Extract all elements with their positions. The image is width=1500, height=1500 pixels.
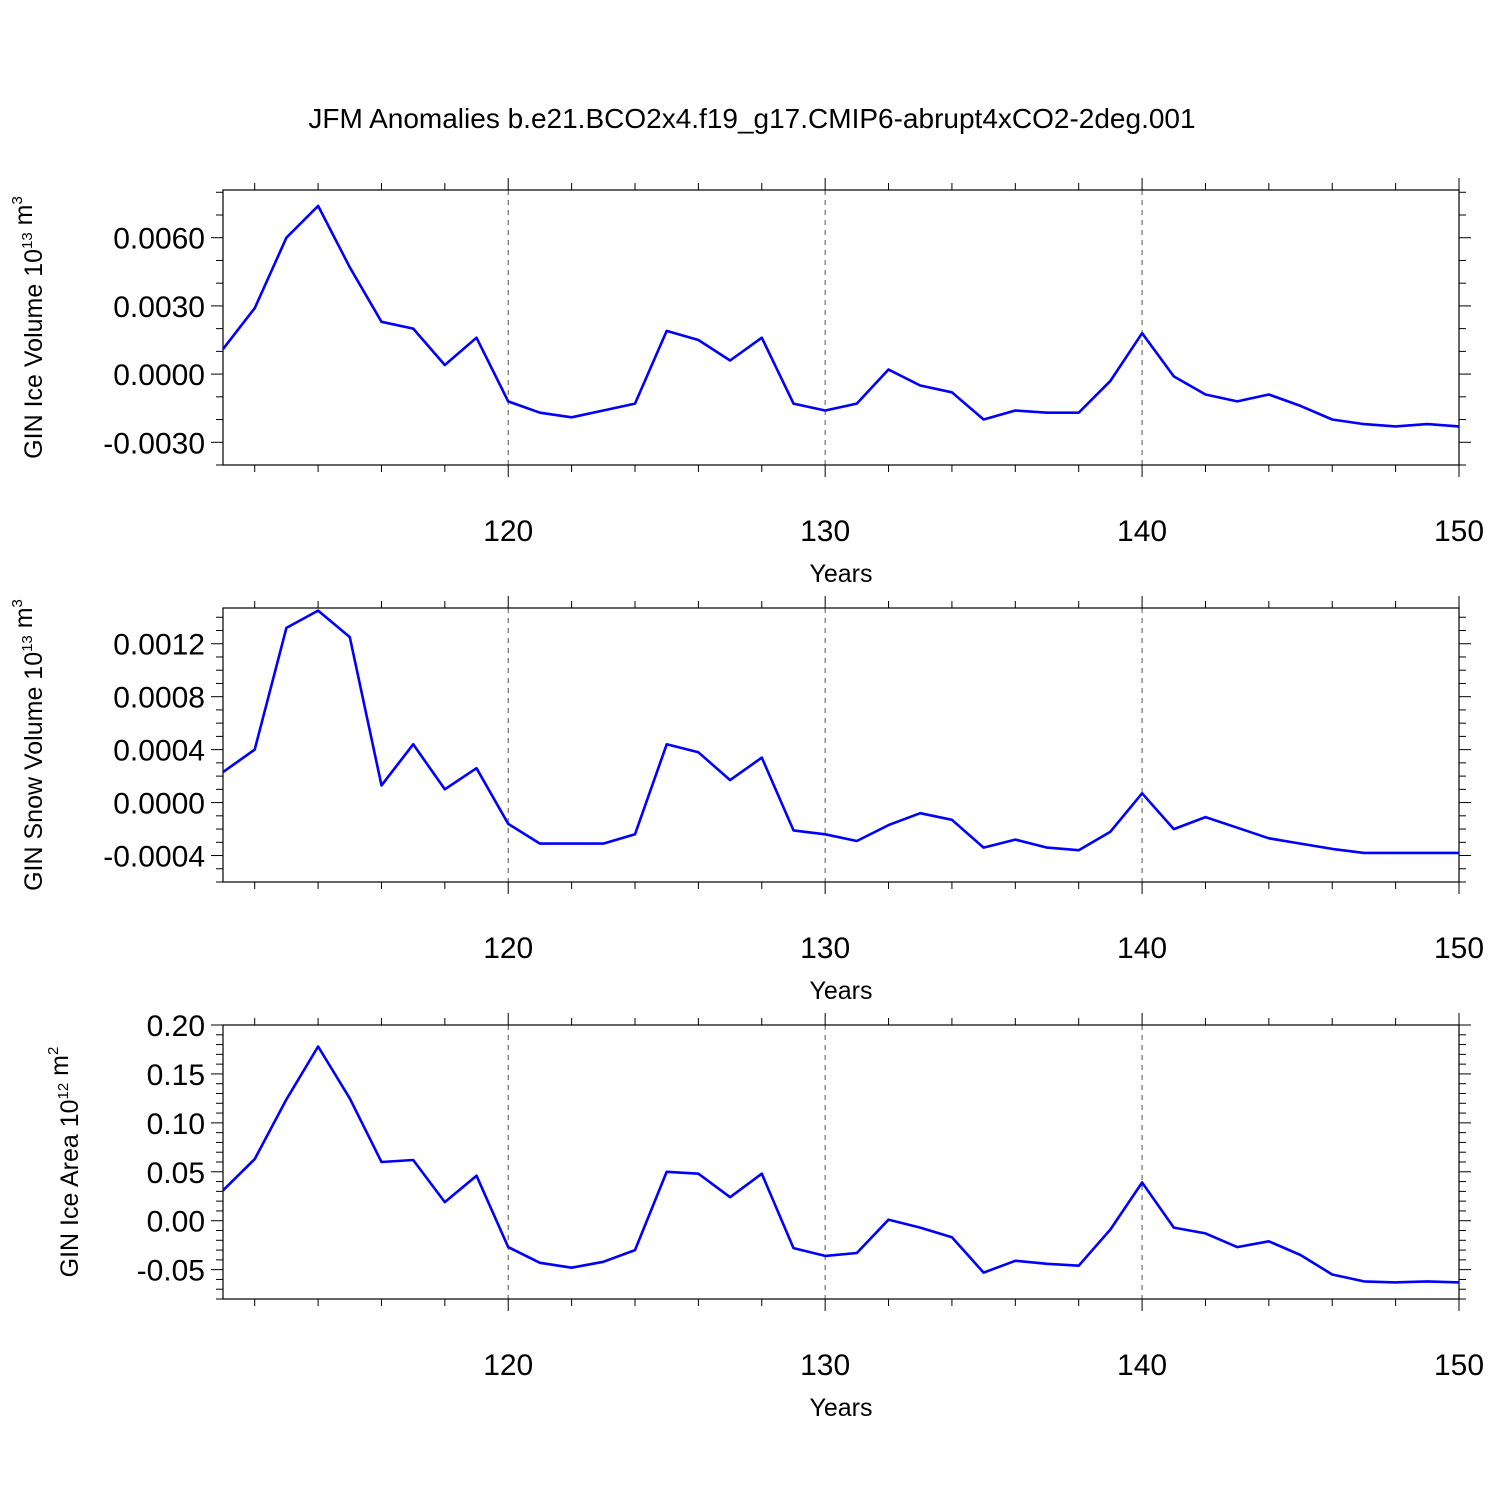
- y-tick-label: 0.0030: [113, 291, 205, 324]
- x-tick-label-140: 140: [1117, 932, 1167, 965]
- panel-ice-volume: 120 130 140 150 Years -0.0030 0.0000 0.0030 0.00…: [9, 178, 1484, 588]
- x-tick-label-120: 120: [483, 515, 533, 548]
- x-tick-label-150: 150: [1434, 932, 1484, 965]
- x-axis-title: Years: [809, 560, 872, 588]
- x-axis-title: Years: [809, 977, 872, 1005]
- y-tick-label: 0.05: [147, 1157, 205, 1190]
- plot-frame: [222, 189, 1460, 466]
- x-axis-title: Years: [809, 1394, 872, 1422]
- plot-frame: [222, 1024, 1460, 1300]
- x-tick-label-120: 120: [483, 932, 533, 965]
- series-line: [222, 609, 1459, 855]
- y-axis-title: GIN Ice Area 1012 m2: [45, 1047, 84, 1278]
- y-tick-label: -0.0030: [103, 427, 205, 460]
- y-tick-label: 0.0008: [113, 682, 205, 715]
- y-tick-label: -0.05: [137, 1255, 205, 1288]
- y-tick-label: 0.0000: [113, 788, 205, 821]
- y-tick-label: 0.10: [147, 1108, 205, 1141]
- x-tick-label-130: 130: [800, 932, 850, 965]
- x-tick-label-130: 130: [800, 1349, 850, 1382]
- series-line: [221, 204, 1460, 428]
- figure-title: JFM Anomalies b.e21.BCO2x4.f19_g17.CMIP6…: [308, 103, 1195, 134]
- y-axis-title: GIN Snow Volume 1013 m3: [9, 599, 48, 891]
- y-tick-label: 0.0060: [113, 223, 205, 256]
- panel-snow-volume: 120 130 140 150 Years -0.0004 0.0000 0.0004 0.00…: [9, 596, 1484, 1005]
- x-tick-label-150: 150: [1434, 1349, 1484, 1382]
- x-tick-label-140: 140: [1117, 1349, 1167, 1382]
- y-tick-label: 0.20: [147, 1010, 205, 1043]
- y-tick-label: 0.0000: [113, 359, 205, 392]
- x-tick-label-140: 140: [1117, 515, 1167, 548]
- panel-ice-area: 120 130 140 150 Years -0.05 0.00 0.05 0.10 0.15 0.…: [45, 1010, 1484, 1422]
- y-tick-label: 0.15: [147, 1059, 205, 1092]
- series-line: [222, 1045, 1460, 1284]
- x-tick-label-120: 120: [483, 1349, 533, 1382]
- y-tick-label: -0.0004: [103, 841, 205, 874]
- plot-frame: [222, 607, 1460, 883]
- y-tick-label: 0.0012: [113, 629, 205, 662]
- x-tick-label-150: 150: [1434, 515, 1484, 548]
- y-tick-label: 0.00: [147, 1206, 205, 1239]
- y-axis-title: GIN Ice Volume 1013 m3: [9, 196, 48, 459]
- x-tick-label-130: 130: [800, 515, 850, 548]
- y-tick-label: 0.0004: [113, 735, 205, 768]
